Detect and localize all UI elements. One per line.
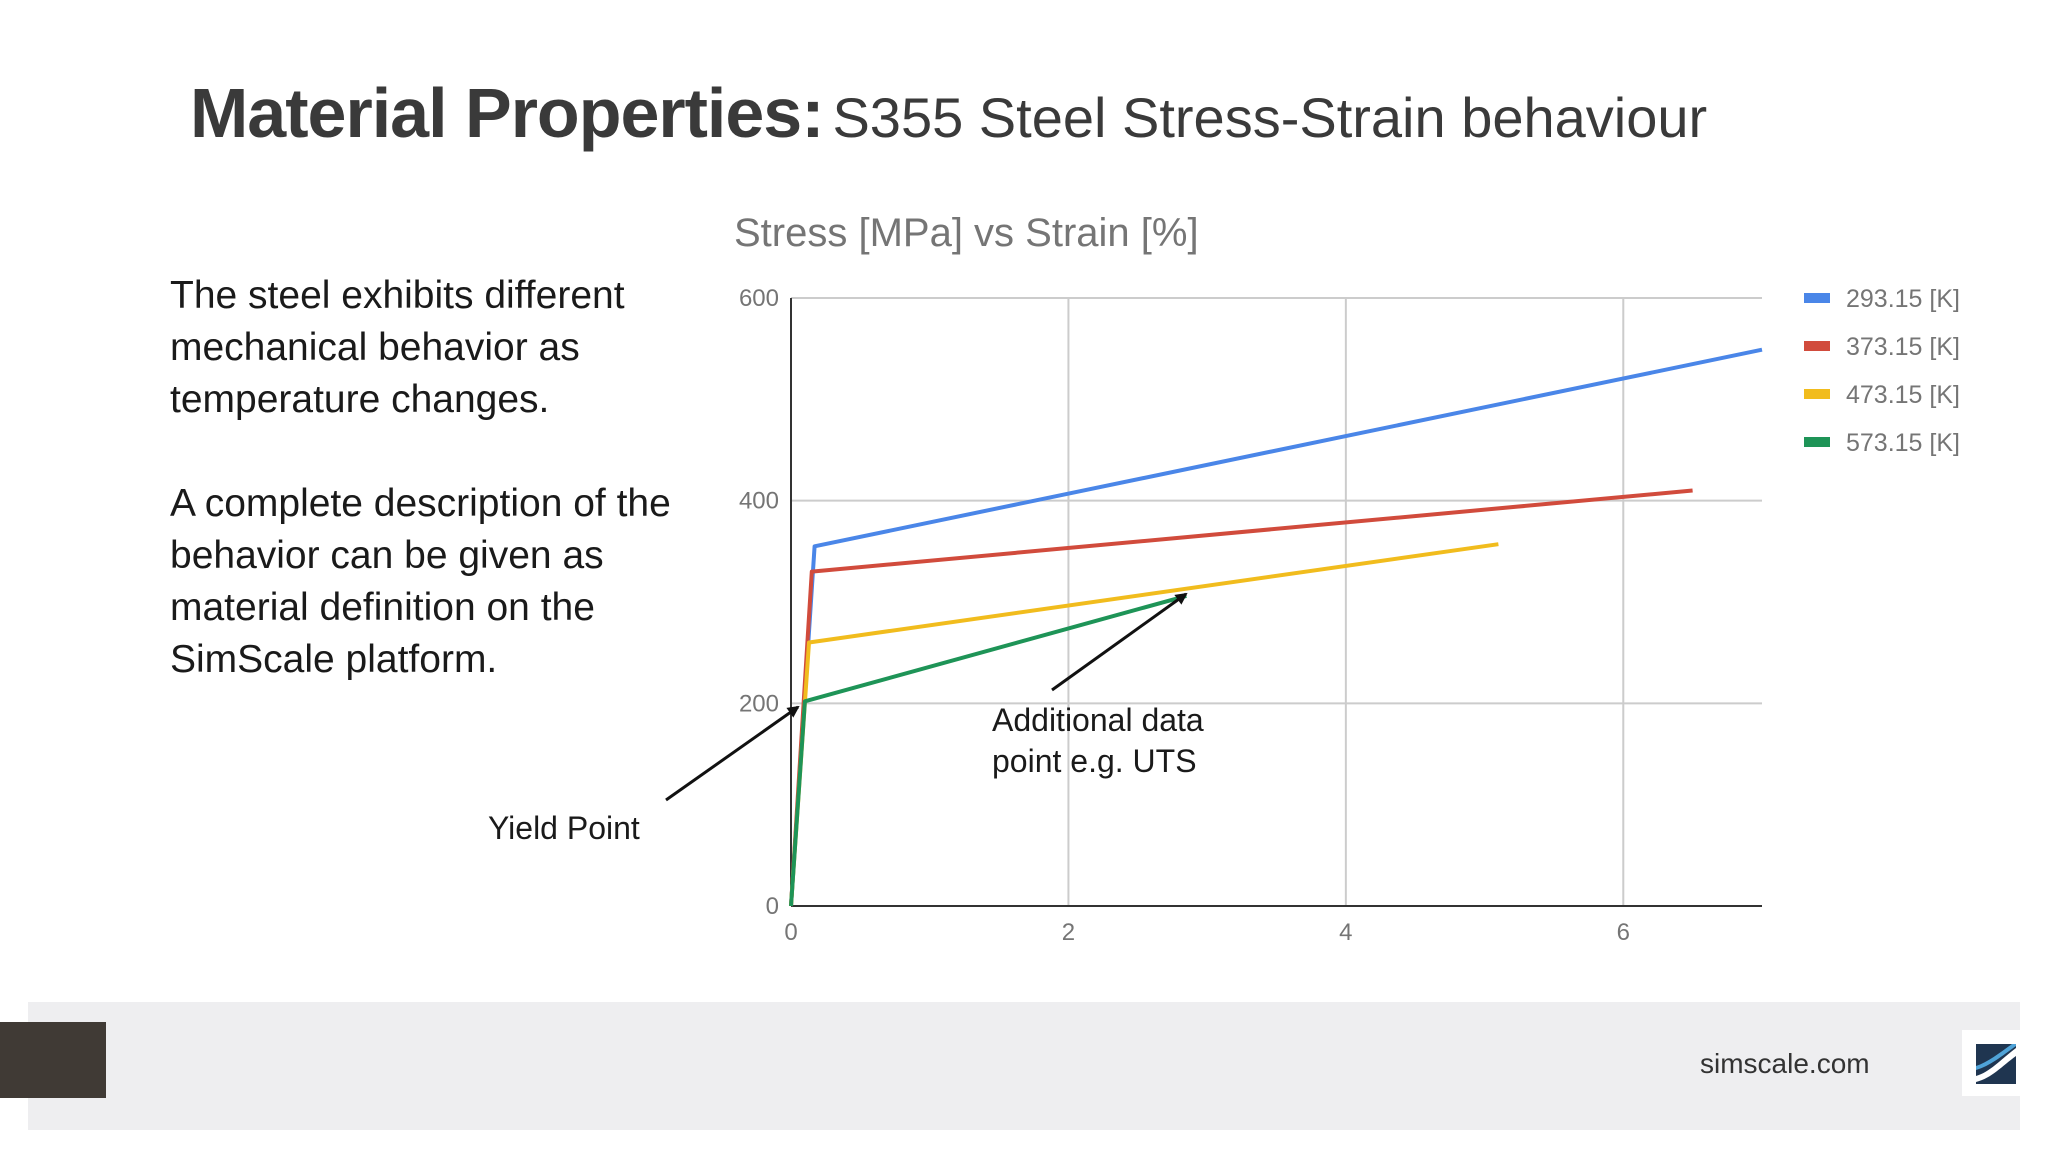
slide-title: Material Properties: S355 Steel Stress-S… [190,78,1707,148]
stress-strain-chart: Stress [MPa] vs Strain [%] 0 200 400 600 0 2 4… [665,211,1960,946]
uts-label: Additional data point e.g. UTS [992,702,1204,779]
footer-color-block [0,1022,106,1098]
legend-label: 473.15 [K] [1846,381,1960,409]
title-subtitle: S355 Steel Stress-Strain behaviour [832,86,1708,149]
y-tick-label: 200 [739,690,779,717]
title-bold: Material Properties: [190,74,825,152]
legend-swatch [1804,341,1830,351]
x-tick-label: 4 [1339,919,1352,946]
legend-swatch [1804,389,1830,399]
tick-labels: 0 200 400 600 0 2 4 6 [739,285,1630,946]
axes [790,298,1762,907]
legend: 293.15 [K] 373.15 [K] 473.15 [K] 573.15 [K] [1804,285,1960,457]
uts-arrow [1051,592,1188,692]
legend-swatch [1804,437,1830,447]
legend-label: 293.15 [K] [1846,285,1960,313]
legend-swatch [1804,293,1830,303]
series-lines [789,347,1763,907]
series-line-2 [789,488,1693,907]
chart-title: Stress [MPa] vs Strain [%] [734,211,1199,255]
series-line-4 [789,593,1187,907]
simscale-logo-icon [1962,1030,2028,1096]
y-tick-label: 600 [739,285,779,312]
x-tick-label: 2 [1062,919,1075,946]
y-tick-label: 0 [766,893,779,920]
series-line-1 [789,347,1763,907]
description-paragraph-1: The steel exhibits different mechanical … [170,274,625,421]
footer-bar [28,1002,2020,1130]
yield-point-label: Yield Point [488,810,640,846]
x-tick-label: 0 [784,919,797,946]
grid-lines [791,297,1762,906]
yield-point-arrow [665,705,800,802]
footer-url: simscale.com [1700,1048,1870,1079]
legend-label: 373.15 [K] [1846,333,1960,361]
description-paragraph-2: A complete description of the behavior c… [170,482,671,681]
legend-label: 573.15 [K] [1846,429,1960,457]
simscale-logo-graphic [1976,1044,2016,1084]
y-tick-label: 400 [739,488,779,515]
x-tick-label: 6 [1617,919,1630,946]
